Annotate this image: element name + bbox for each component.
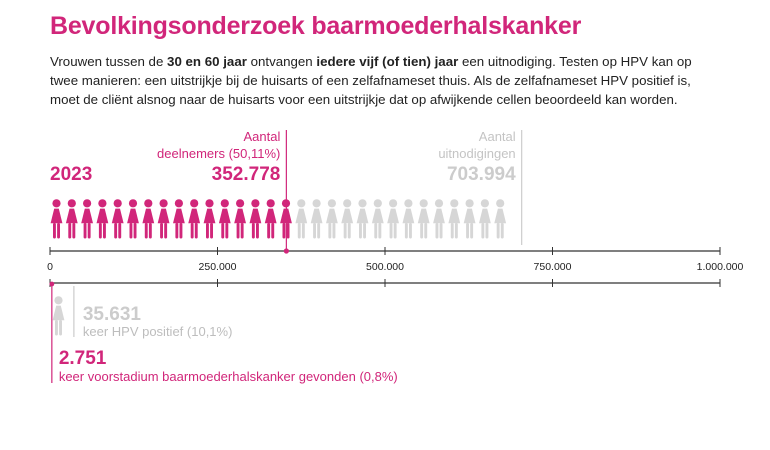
intro-bold-frequency: iedere vijf (of tien) jaar (316, 54, 459, 69)
participants-axis-marker (283, 248, 289, 254)
axis-tick-label: 1.000.000 (697, 261, 744, 273)
woman-figure-icon (218, 199, 231, 239)
hpv-positive-description: keer HPV positief (10,1%) (83, 324, 233, 339)
woman-figure-icon (234, 199, 246, 239)
woman-figure-icon (417, 199, 430, 239)
woman-figure-icon (127, 199, 139, 239)
woman-figure-icon (65, 199, 78, 239)
intro-part-1: Vrouwen tussen de (50, 54, 168, 69)
axis-tick-label: 250.000 (199, 261, 237, 273)
woman-figure-icon (203, 199, 216, 239)
invitations-value: 703.994 (447, 164, 516, 185)
axis-tick-label: 750.000 (534, 261, 572, 273)
woman-figure-icon (295, 199, 308, 239)
invitations-label-line-1: Aantal (479, 129, 516, 144)
axis-tick-label: 0 (47, 261, 53, 273)
intro-part-2: ontvangen (246, 54, 317, 69)
woman-figure-icon (494, 199, 507, 239)
woman-figure-icon (448, 199, 461, 239)
intro-part-3: een uitnodiging. Testen op HPV kan op tw… (50, 54, 692, 107)
woman-figure-icon (479, 199, 491, 239)
chart-title: Bevolkingsonderzoek baarmoederhalskanker (50, 12, 582, 40)
participants-label-line-2: deelnemers (50,11%) (157, 146, 280, 161)
woman-figure-icon (356, 199, 369, 239)
woman-figure-icon (433, 199, 445, 239)
precancer-description: keer voorstadium baarmoederhalskanker ge… (59, 369, 398, 384)
woman-figure-icon (81, 199, 93, 239)
woman-figure-icon (142, 199, 155, 239)
participants-label-line-1: Aantal (243, 129, 280, 144)
woman-figure-icon (402, 199, 415, 239)
woman-figure-icon (371, 199, 384, 239)
people-pictogram-row (50, 199, 507, 239)
woman-figure-icon (157, 199, 170, 239)
woman-figure-icon (387, 199, 399, 239)
x-axis-bottom (49, 279, 721, 287)
woman-figure-icon (249, 199, 262, 239)
intro-text: Vrouwen tussen de 30 en 60 jaar ontvange… (50, 52, 720, 109)
intro-bold-age: 30 en 60 jaar (167, 54, 247, 69)
hpv-positive-value: 35.631 (83, 304, 142, 325)
woman-figure-icon (188, 199, 201, 239)
participants-value: 352.778 (212, 164, 281, 185)
woman-figure-icon (310, 199, 323, 239)
woman-figure-icon (52, 296, 65, 336)
woman-figure-icon (96, 199, 109, 239)
woman-figure-icon (50, 199, 63, 239)
precancer-value: 2.751 (59, 348, 107, 369)
axis-tick-label: 500.000 (366, 261, 404, 273)
woman-figure-icon (463, 199, 476, 239)
woman-figure-icon (326, 199, 338, 239)
woman-figure-icon (111, 199, 124, 239)
woman-figure-icon (173, 199, 185, 239)
woman-figure-icon (264, 199, 277, 239)
invitations-label-line-2: uitnodigingen (438, 146, 515, 161)
year-label: 2023 (50, 164, 92, 185)
woman-figure-icon (341, 199, 354, 239)
x-axis-top: 0 250.000 500.000 750.000 1.000.000 (47, 247, 744, 273)
year-label-group: 2023 (50, 164, 92, 185)
